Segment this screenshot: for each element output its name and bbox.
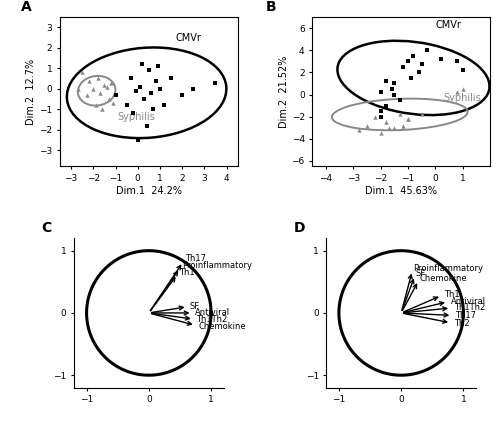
Point [150, 106, 158, 112]
Text: CMVr: CMVr [436, 20, 461, 30]
Point [98, 106, 106, 112]
Point [371, 113, 379, 120]
Point [100, 81, 108, 88]
Text: CMVr: CMVr [176, 32, 202, 43]
Point [385, 124, 393, 131]
Point [398, 63, 406, 70]
Text: D: D [294, 221, 305, 235]
Y-axis label: Dim.2  21.52%: Dim.2 21.52% [278, 55, 288, 128]
Text: Syphilis: Syphilis [118, 112, 156, 122]
Point [94, 75, 102, 82]
Point [390, 80, 398, 87]
Text: B: B [266, 0, 276, 14]
Point [122, 102, 130, 109]
Point [132, 87, 140, 94]
Point [390, 91, 398, 98]
Point [127, 75, 135, 82]
Text: Th1: Th1 [444, 290, 460, 299]
Text: Proinflammatory: Proinflammatory [182, 261, 252, 270]
Point [105, 95, 113, 102]
Point [396, 111, 404, 118]
Point [190, 85, 198, 92]
Text: SF: SF [416, 269, 426, 278]
Point [178, 92, 186, 98]
Point [140, 95, 148, 102]
Point [453, 58, 461, 65]
Point [167, 75, 175, 82]
Text: A: A [21, 0, 32, 14]
Point [142, 122, 150, 129]
Text: SF: SF [190, 302, 200, 311]
Point [415, 69, 423, 76]
Point [458, 86, 466, 92]
Text: Antiviral: Antiviral [195, 308, 230, 317]
Point [382, 119, 390, 126]
Point [74, 85, 82, 92]
Point [390, 124, 398, 131]
Point [134, 136, 141, 143]
Point [376, 130, 384, 137]
Point [160, 102, 168, 109]
Point [130, 110, 138, 117]
Point [363, 122, 371, 129]
Point [110, 100, 118, 106]
Point [418, 111, 426, 118]
Point [82, 92, 90, 98]
Point [404, 58, 412, 65]
Point [355, 127, 363, 133]
Point [147, 89, 155, 96]
Point [376, 89, 384, 96]
Text: Proinflammatory: Proinflammatory [413, 264, 483, 273]
Point [154, 63, 162, 69]
Text: Syphilis: Syphilis [444, 93, 482, 103]
Point [382, 78, 390, 85]
X-axis label: Dim.1  45.63%: Dim.1 45.63% [365, 186, 437, 196]
Point [78, 69, 86, 76]
X-axis label: Dim.1  24.2%: Dim.1 24.2% [116, 186, 182, 196]
Point [453, 89, 461, 96]
Text: Chemokine: Chemokine [420, 274, 468, 283]
Point [212, 79, 220, 86]
Y-axis label: Dim.2  12.7%: Dim.2 12.7% [26, 59, 36, 125]
Point [138, 61, 146, 68]
Text: Th1Th2: Th1Th2 [196, 315, 228, 324]
Text: Th1Th2: Th1Th2 [454, 303, 485, 312]
Point [398, 122, 406, 129]
Point [90, 85, 98, 92]
Point [376, 108, 384, 115]
Point [406, 75, 414, 81]
Point [145, 67, 153, 74]
Point [156, 85, 164, 92]
Point [418, 60, 426, 67]
Point [136, 83, 144, 90]
Point [410, 52, 418, 59]
Point [423, 47, 431, 54]
Text: Th1: Th1 [179, 268, 195, 276]
Point [107, 79, 115, 86]
Point [437, 56, 445, 63]
Point [458, 67, 466, 74]
Text: Th17: Th17 [185, 254, 206, 263]
Point [102, 83, 110, 90]
Text: C: C [41, 221, 51, 235]
Point [404, 115, 412, 122]
Point [376, 113, 384, 120]
Point [388, 86, 396, 92]
Text: Th2: Th2 [454, 319, 469, 328]
Text: Th17: Th17 [456, 311, 476, 320]
Text: Chemokine: Chemokine [198, 322, 246, 331]
Point [152, 77, 160, 84]
Point [85, 77, 93, 84]
Point [112, 92, 120, 98]
Text: Antiviral: Antiviral [450, 296, 486, 305]
Point [404, 115, 412, 122]
Point [92, 102, 100, 109]
Point [96, 89, 104, 96]
Point [382, 102, 390, 109]
Point [396, 97, 404, 104]
